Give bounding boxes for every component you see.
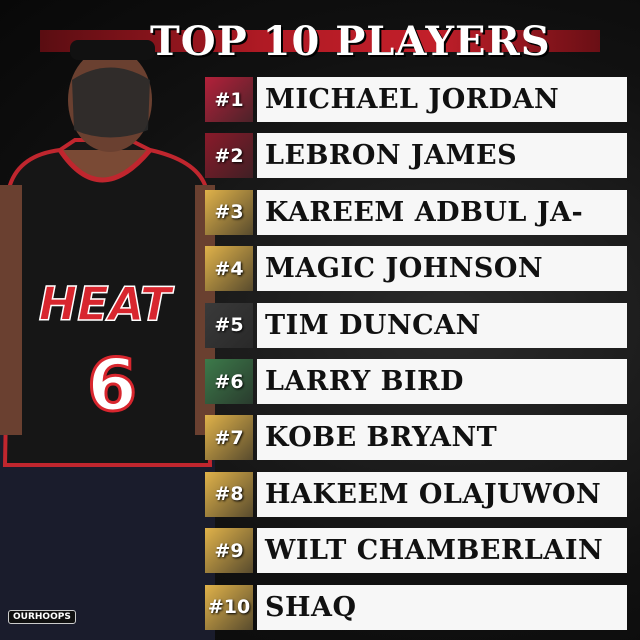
list-item: #8 HAKEEM OLAJUWON	[205, 471, 627, 517]
rank-badge: #3	[205, 189, 253, 235]
watermark-logo: OURHOOPS	[8, 610, 76, 624]
page-title: TOP 10 PLAYERS	[150, 18, 551, 65]
player-name: KOBE BRYANT	[257, 415, 627, 461]
list-item: #6 LARRY BIRD	[205, 359, 627, 404]
jersey-number: 6	[87, 343, 137, 427]
list-item: #7 KOBE BRYANT	[205, 415, 627, 461]
rank-badge: #9	[205, 528, 253, 574]
list-item: #9 WILT CHAMBERLAIN	[205, 528, 627, 574]
rank-badge: #7	[205, 415, 253, 461]
rank-badge: #8	[205, 471, 253, 517]
list-item: #1 MICHAEL JORDAN	[205, 77, 627, 122]
player-name: MAGIC JOHNSON	[257, 246, 627, 292]
rank-badge: #6	[205, 359, 253, 404]
player-name: TIM DUNCAN	[257, 302, 627, 348]
rank-badge: #10	[205, 584, 253, 630]
jersey-team: HEAT	[39, 277, 175, 331]
player-name: KAREEM ADBUL JA-	[257, 189, 627, 235]
rank-badge: #2	[205, 133, 253, 179]
player-name: LARRY BIRD	[257, 359, 627, 404]
player-image: HEAT 6	[0, 40, 215, 640]
list-item: #2 LEBRON JAMES	[205, 133, 627, 179]
title-banner	[40, 30, 600, 52]
player-name: LEBRON JAMES	[257, 133, 627, 179]
player-name: MICHAEL JORDAN	[257, 77, 627, 122]
player-name: HAKEEM OLAJUWON	[257, 471, 627, 517]
list-item: #4 MAGIC JOHNSON	[205, 246, 627, 292]
list-item: #5 TIM DUNCAN	[205, 302, 627, 348]
rank-badge: #5	[205, 302, 253, 348]
rank-badge: #1	[205, 77, 253, 122]
rank-badge: #4	[205, 246, 253, 292]
list-item: #3 KAREEM ADBUL JA-	[205, 189, 627, 235]
player-name: WILT CHAMBERLAIN	[257, 528, 627, 574]
player-name: SHAQ	[257, 584, 627, 630]
list-item: #10 SHAQ	[205, 584, 627, 630]
